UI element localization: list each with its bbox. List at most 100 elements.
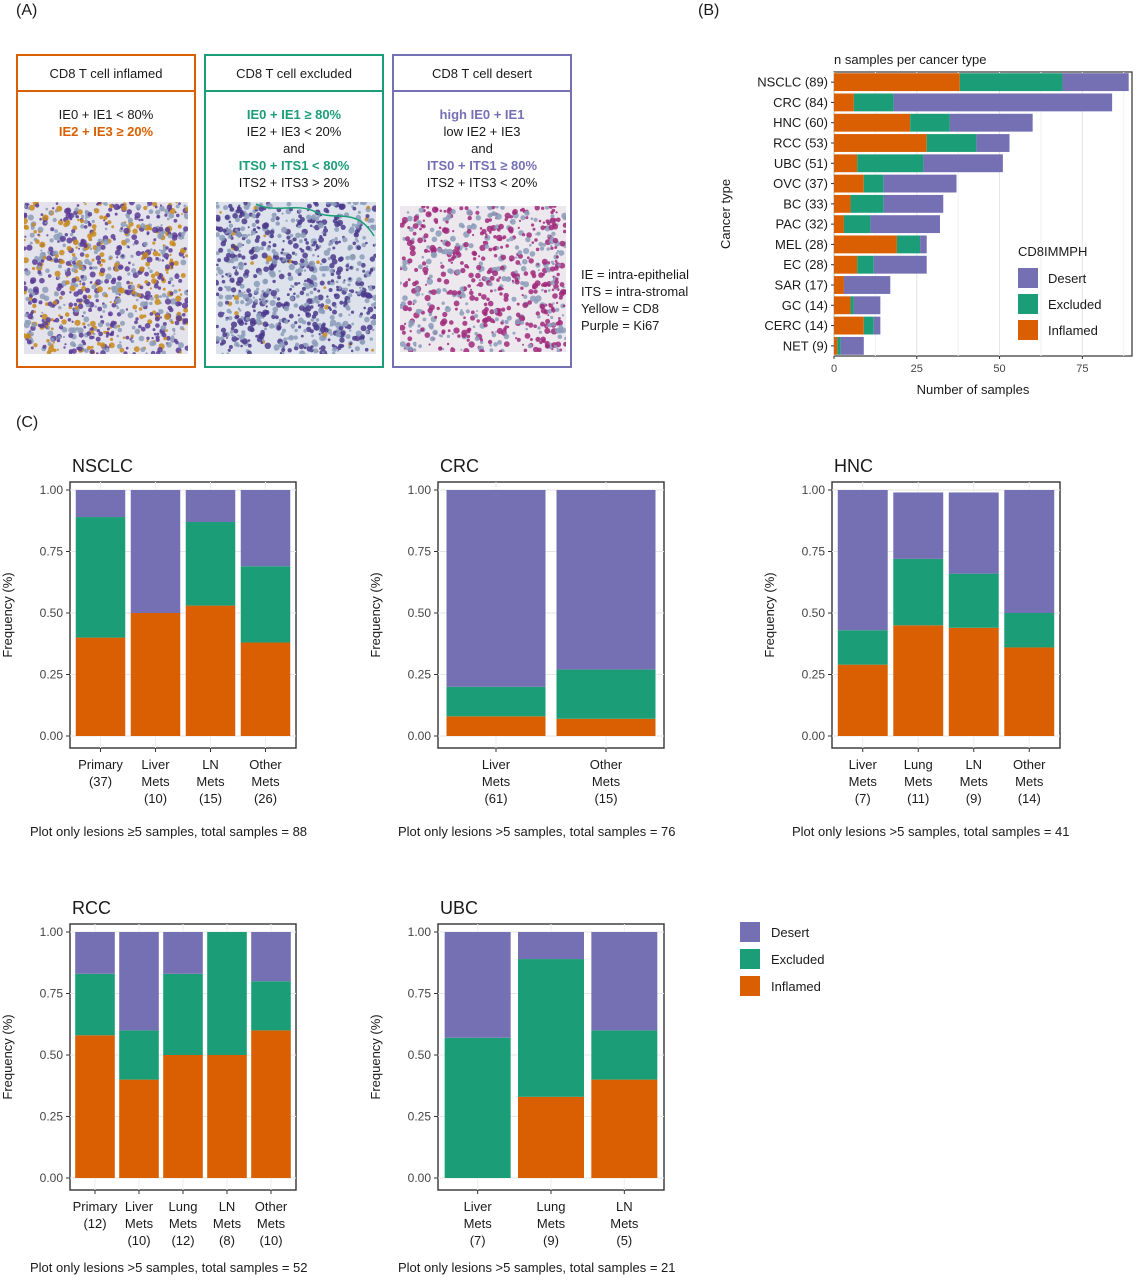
cell-dot [425, 258, 432, 265]
cell-dot [95, 336, 101, 342]
cell-dot [549, 217, 556, 224]
cell-dot [497, 340, 502, 345]
x-tick-label: Other [1013, 757, 1046, 772]
cell-dot [479, 340, 484, 344]
bar-inflamed [834, 276, 844, 294]
cell-dot [557, 334, 563, 340]
cell-dot [121, 254, 125, 258]
cell-dot [269, 229, 275, 235]
category-label: SAR (17) [775, 278, 828, 293]
cell-dot [481, 294, 487, 300]
cell-dot [421, 261, 427, 266]
cell-dot [361, 202, 367, 206]
cell-dot [246, 288, 251, 294]
cell-dot [318, 333, 321, 336]
cell-dot [411, 237, 415, 241]
cell-dot [216, 324, 219, 329]
cell-dot [105, 213, 110, 218]
cell-dot [38, 230, 41, 233]
cell-dot [159, 295, 163, 298]
cell-dot [218, 247, 224, 253]
cell-dot [328, 288, 333, 292]
cell-dot [147, 227, 150, 230]
cell-dot [289, 233, 294, 238]
cell-dot [304, 238, 308, 242]
cell-dot [500, 254, 507, 260]
cell-dot [447, 207, 452, 212]
cell-dot [80, 275, 84, 279]
cell-dot [123, 227, 130, 234]
cell-dot [111, 225, 115, 229]
cell-dot [50, 227, 55, 232]
cell-dot [562, 304, 566, 308]
cell-dot [294, 328, 298, 333]
cell-dot [266, 246, 271, 251]
cell-dot [147, 319, 153, 325]
cell-dot [541, 283, 545, 287]
bar-inflamed [893, 625, 944, 736]
cell-dot [489, 348, 494, 352]
cell-dot [362, 236, 366, 240]
bar-desert [893, 93, 1113, 112]
cell-dot [155, 209, 161, 215]
cell-dot [164, 226, 171, 233]
cell-dot [407, 215, 413, 222]
cell-dot [443, 278, 450, 285]
cell-dot [165, 329, 168, 332]
cell-dot [339, 300, 344, 305]
cell-dot [47, 342, 52, 346]
cell-dot [72, 260, 76, 265]
cell-dot [64, 233, 68, 237]
cell-dot [446, 342, 450, 346]
cell-dot [551, 307, 554, 311]
cell-dot [556, 301, 559, 304]
bar-desert [1062, 73, 1129, 92]
cell-dot [87, 233, 93, 239]
cell-dot [472, 257, 477, 261]
cell-dot [24, 246, 27, 251]
category-label: HNC (60) [773, 115, 828, 130]
x-tick-label: (10) [144, 791, 167, 806]
cell-dot [81, 267, 86, 272]
cell-dot [554, 279, 559, 285]
cell-dot [292, 260, 296, 264]
cell-dot [128, 202, 135, 206]
cell-dot [372, 294, 376, 301]
cell-dot [65, 212, 72, 219]
cell-dot [504, 212, 511, 219]
cell-dot [83, 296, 87, 300]
cell-dot [58, 264, 62, 269]
cell-dot [253, 309, 256, 313]
cell-dot [24, 217, 28, 225]
cell-dot [235, 228, 239, 232]
cell-dot [90, 327, 94, 331]
cell-dot [76, 346, 80, 350]
cell-dot [226, 352, 229, 354]
cell-dot [127, 246, 130, 249]
cell-dot [336, 288, 339, 292]
cell-dot [501, 319, 505, 323]
cell-dot [501, 276, 507, 282]
category-label: CRC (84) [773, 95, 828, 110]
cell-dot [421, 255, 425, 259]
bar-inflamed [240, 642, 291, 736]
cell-dot [109, 337, 114, 341]
category-label: GC (14) [782, 298, 828, 313]
cell-dot [285, 219, 288, 222]
cell-dot [95, 245, 102, 252]
cell-dot [400, 222, 405, 228]
cell-dot [422, 317, 427, 322]
condition-line: and [283, 141, 305, 156]
cell-dot [271, 249, 276, 254]
cell-dot [132, 263, 135, 266]
cell-dot [554, 260, 558, 263]
cell-dot [459, 296, 462, 299]
cell-dot [550, 214, 555, 219]
cell-dot [544, 327, 551, 334]
cell-dot [180, 259, 187, 266]
x-tick-label: Mets [169, 1216, 198, 1231]
cell-dot [96, 329, 101, 333]
cell-dot [225, 273, 228, 276]
cell-dot [59, 296, 62, 299]
x-tick-label: Mets [482, 774, 511, 789]
